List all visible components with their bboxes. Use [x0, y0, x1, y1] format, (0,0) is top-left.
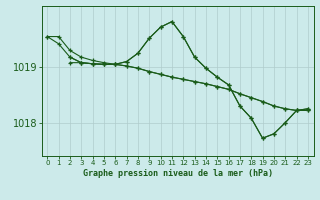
- X-axis label: Graphe pression niveau de la mer (hPa): Graphe pression niveau de la mer (hPa): [83, 169, 273, 178]
